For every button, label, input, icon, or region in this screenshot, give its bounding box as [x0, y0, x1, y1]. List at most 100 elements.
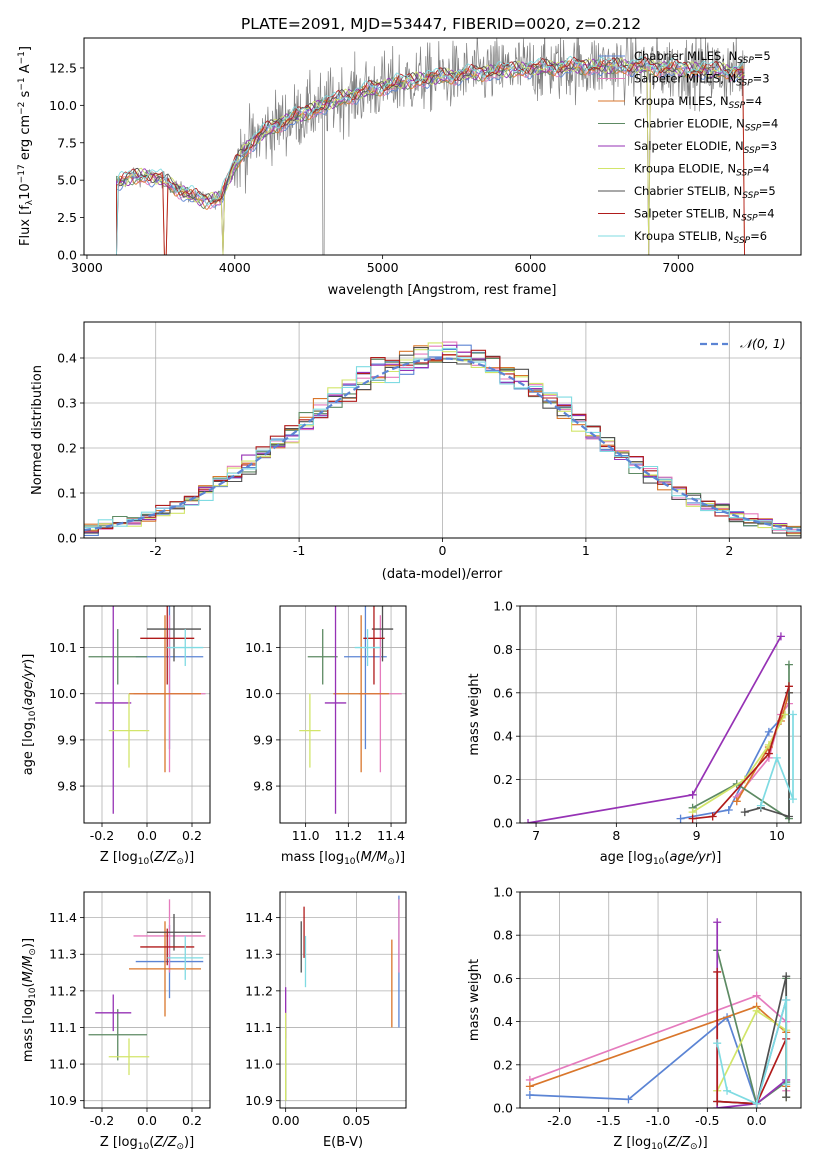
- mass-weight-point: [780, 710, 789, 719]
- x-tick-label: 4000: [219, 260, 251, 275]
- mass-weight-point: [784, 812, 793, 821]
- y-tick-label: 11.4: [49, 910, 77, 925]
- x-tick-label: -0.5: [695, 1113, 719, 1128]
- y-tick-label: 0.0: [493, 1101, 513, 1116]
- y-tick-label: 10.1: [245, 640, 273, 655]
- x-tick-label: 11.0: [292, 828, 320, 843]
- y-tick-label: 0.4: [57, 351, 77, 366]
- x-tick-label: -0.2: [90, 828, 114, 843]
- plot-area: [88, 606, 206, 814]
- y-tick-label: 9.8: [57, 779, 77, 794]
- x-tick-label: 7000: [662, 260, 694, 275]
- y-tick-label: 0.2: [493, 1057, 513, 1072]
- model-spectrum-line: [116, 56, 745, 255]
- x-tick-label: 0.0: [137, 1113, 157, 1128]
- y-tick-label: 9.9: [253, 732, 273, 747]
- mass-weight-point: [724, 805, 733, 814]
- mass-weight-line: [527, 635, 782, 823]
- model-spectrum-line: [116, 59, 745, 255]
- plot-area: [525, 918, 791, 1108]
- x-tick-label: 6000: [515, 260, 547, 275]
- plot-area: [88, 899, 206, 1076]
- y-tick-label: 2.5: [57, 210, 77, 225]
- y-tick-label: 0.6: [493, 971, 513, 986]
- mass-weight-point: [713, 918, 722, 927]
- y-tick-label: 9.8: [253, 779, 273, 794]
- mass-weight-point: [688, 814, 697, 823]
- mass-weight-point: [776, 632, 785, 641]
- y-tick-label: 11.2: [245, 983, 273, 998]
- mass-weight-point: [740, 808, 749, 817]
- mass-weight-point: [525, 1082, 534, 1091]
- mass-weight-point: [764, 749, 773, 758]
- x-axis-label: (data-model)/error: [382, 567, 503, 582]
- y-tick-label: 1.0: [493, 599, 513, 614]
- y-tick-label: 0.3: [57, 396, 77, 411]
- y-tick-label: 0.6: [493, 685, 513, 700]
- x-axis-label: age [log10(age/yr)]: [600, 850, 722, 867]
- x-tick-label: -1: [293, 543, 305, 558]
- x-tick-label: 11.4: [377, 828, 405, 843]
- x-axis-label: Z [log10(Z/Z⊙)]: [100, 1135, 194, 1152]
- mass-weight-point: [784, 682, 793, 691]
- y-tick-label: 10.0: [49, 98, 77, 113]
- mass-weight-point: [764, 727, 773, 736]
- y-tick-label: 11.3: [49, 947, 77, 962]
- y-tick-label: 0.1: [57, 486, 77, 501]
- legend-label: Chabrier ELODIE, NSSP=4: [634, 117, 778, 134]
- y-tick-label: 0.0: [57, 248, 77, 263]
- mass-weight-point: [788, 795, 797, 804]
- mass-weight-point: [713, 967, 722, 976]
- x-tick-label: -1.0: [646, 1113, 670, 1128]
- y-tick-label: 11.2: [49, 983, 77, 998]
- x-tick-label: 0.0: [747, 1113, 767, 1128]
- mass-weight-point: [713, 1097, 722, 1106]
- x-axis-label: mass [log10(M/M⊙)]: [281, 850, 405, 867]
- legend-label: Kroupa ELODIE, NSSP=4: [634, 162, 770, 179]
- mass-weight-point: [782, 972, 791, 981]
- x-axis-label: wavelength [Angstrom, rest frame]: [328, 283, 557, 298]
- plot-area: [299, 606, 402, 814]
- mass-weight-point: [723, 1086, 732, 1095]
- x-axis-label: Z [log10(Z/Z⊙)]: [613, 1135, 707, 1152]
- axes-frame: [279, 891, 407, 1109]
- legend-label: 𝒩(0, 1): [740, 336, 786, 351]
- y-tick-label: 0.8: [493, 642, 513, 657]
- legend-label: Salpeter MILES, NSSP=3: [634, 72, 770, 89]
- mass-weight-line: [716, 950, 788, 1106]
- panel-massweight_vs_age: 7 8 9 10 0.0 0.2 0.4 0.6 0.8 1.0 age [log10(age/yr…: [467, 599, 802, 867]
- mass-weight-line: [716, 971, 787, 1105]
- mass-weight-point: [713, 1039, 722, 1048]
- mass-weight-point: [752, 991, 761, 1000]
- mass-weight-point: [624, 1095, 633, 1104]
- mass-weight-point: [524, 819, 533, 823]
- y-tick-label: 0.8: [493, 928, 513, 943]
- model-spectrum-line: [116, 55, 745, 255]
- x-tick-label: 0.0: [137, 828, 157, 843]
- y-tick-label: 11.3: [245, 947, 273, 962]
- x-axis-label: E(B-V): [323, 1135, 363, 1150]
- mass-weight-point: [688, 790, 697, 799]
- y-axis-label: Normed distribution: [30, 365, 45, 495]
- y-axis-label: mass [log10(M/M⊙)]: [21, 938, 38, 1062]
- y-axis-label: mass weight: [467, 673, 482, 755]
- legend-label: Kroupa STELIB, NSSP=6: [634, 229, 767, 246]
- x-tick-label: -2: [149, 543, 161, 558]
- legend-label: Chabrier STELIB, NSSP=5: [634, 184, 776, 201]
- axes-frame: [83, 37, 802, 256]
- legend-label: Chabrier MILES, NSSP=5: [634, 49, 771, 66]
- mass-weight-point: [752, 1006, 761, 1015]
- y-tick-label: 11.0: [49, 1057, 77, 1072]
- residual-histogram-step: [84, 347, 801, 532]
- x-tick-label: 7: [532, 828, 540, 843]
- mass-weight-point: [782, 996, 791, 1004]
- y-tick-label: 10.1: [49, 640, 77, 655]
- mass-weight-point: [784, 660, 793, 669]
- y-tick-label: 1.0: [493, 885, 513, 900]
- mass-weight-point: [676, 814, 685, 823]
- x-tick-label: 0.05: [343, 1113, 371, 1128]
- plot-area: [116, 38, 745, 255]
- axes-frame: [279, 605, 407, 824]
- x-tick-label: 8: [612, 828, 620, 843]
